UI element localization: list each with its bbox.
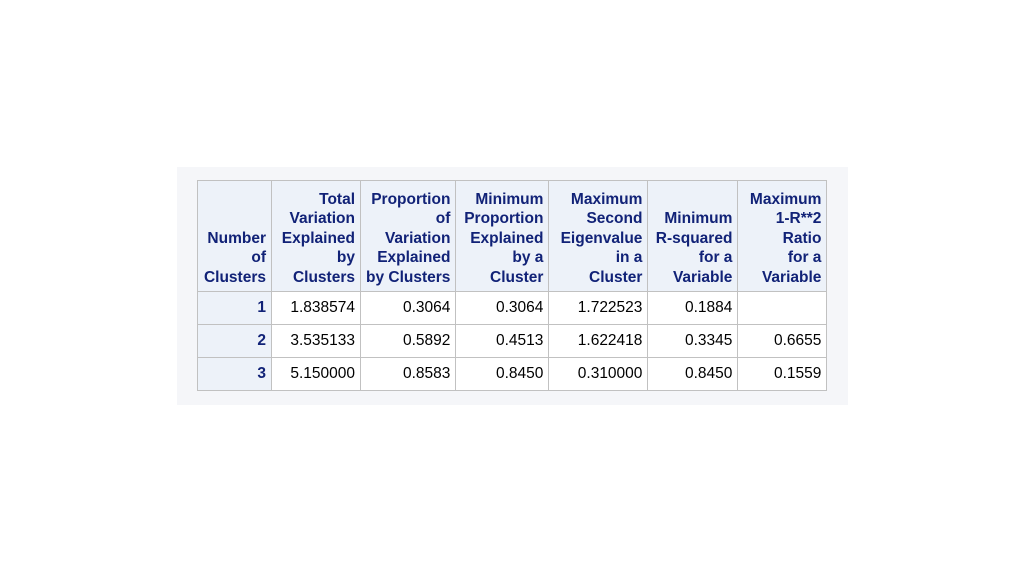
cell-proportion-variation-explained: 0.8583: [359, 357, 457, 391]
cell-minimum-proportion-explained: 0.8450: [455, 357, 550, 391]
cell-total-variation-explained: 3.535133: [271, 324, 361, 358]
cell-minimum-proportion-explained: 0.3064: [455, 291, 550, 325]
cell-maximum-1-r2-ratio: 0.1559: [737, 357, 828, 391]
header-number-of-clusters: Number of Clusters: [197, 180, 272, 292]
row-label-number-of-clusters: 2: [197, 324, 272, 358]
header-proportion-variation-explained: Proportion of Variation Explained by Clu…: [359, 180, 457, 292]
header-minimum-r-squared: Minimum R-squared for a Variable: [647, 180, 739, 292]
cell-minimum-r-squared: 0.8450: [647, 357, 739, 391]
cell-maximum-1-r2-ratio: 0.6655: [737, 324, 828, 358]
cell-maximum-second-eigenvalue: 1.622418: [548, 324, 649, 358]
table-row: 1 1.838574 0.3064 0.3064 1.722523 0.1884: [197, 291, 828, 325]
cell-proportion-variation-explained: 0.3064: [359, 291, 457, 325]
cell-proportion-variation-explained: 0.5892: [359, 324, 457, 358]
cell-maximum-1-r2-ratio: [737, 291, 828, 325]
cell-minimum-proportion-explained: 0.4513: [455, 324, 550, 358]
row-label-number-of-clusters: 3: [197, 357, 272, 391]
cluster-summary-table: Number of Clusters Total Variation Expla…: [197, 180, 828, 391]
cell-minimum-r-squared: 0.3345: [647, 324, 739, 358]
cell-minimum-r-squared: 0.1884: [647, 291, 739, 325]
cell-maximum-second-eigenvalue: 1.722523: [548, 291, 649, 325]
header-total-variation-explained: Total Variation Explained by Clusters: [271, 180, 361, 292]
cell-total-variation-explained: 1.838574: [271, 291, 361, 325]
header-maximum-1-r2-ratio: Maximum 1-R**2 Ratio for a Variable: [737, 180, 828, 292]
header-minimum-proportion-explained: Minimum Proportion Explained by a Cluste…: [455, 180, 550, 292]
table-row: 2 3.535133 0.5892 0.4513 1.622418 0.3345…: [197, 324, 828, 358]
header-maximum-second-eigenvalue: Maximum Second Eigenvalue in a Cluster: [548, 180, 649, 292]
header-row: Number of Clusters Total Variation Expla…: [197, 180, 828, 292]
row-label-number-of-clusters: 1: [197, 291, 272, 325]
table-row: 3 5.150000 0.8583 0.8450 0.310000 0.8450…: [197, 357, 828, 391]
cell-total-variation-explained: 5.150000: [271, 357, 361, 391]
cell-maximum-second-eigenvalue: 0.310000: [548, 357, 649, 391]
